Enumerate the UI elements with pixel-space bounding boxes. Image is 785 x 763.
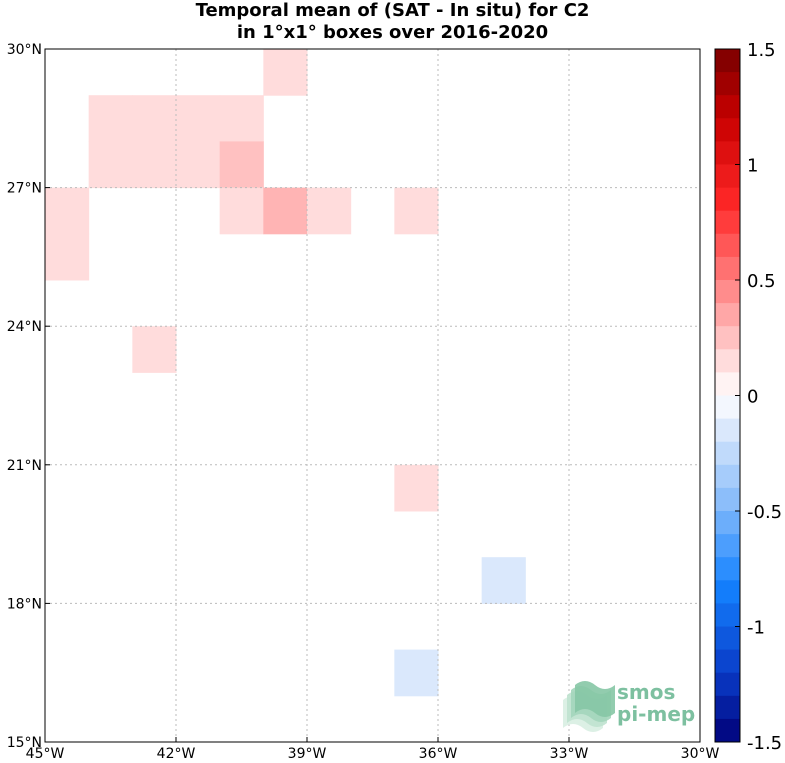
logo-line1: smos — [617, 680, 676, 704]
colorbar-level — [715, 649, 740, 674]
colorbar-level — [715, 718, 740, 743]
data-cell — [394, 464, 439, 512]
y-tick-label: 21°N — [7, 458, 42, 474]
chart-title: Temporal mean of (SAT - In situ) for C2 … — [0, 0, 785, 44]
colorbar-level — [715, 441, 740, 466]
x-tick-label: 39°W — [288, 746, 327, 762]
colorbar-tick-label: 1.5 — [747, 40, 776, 61]
grid-lines — [45, 49, 700, 742]
y-tick-label: 30°N — [7, 42, 42, 58]
colorbar-tick-label: 0.5 — [747, 271, 776, 292]
data-cell — [394, 187, 439, 235]
colorbar-level — [715, 303, 740, 327]
plot-frame — [44, 48, 701, 743]
colorbar-level — [715, 187, 740, 212]
colorbar-level — [715, 603, 740, 627]
y-tick-label: 27°N — [7, 181, 42, 197]
colorbar-level — [715, 672, 740, 697]
colorbar-tick-label: -0.5 — [747, 502, 782, 523]
colorbar-level — [715, 95, 740, 119]
colorbar-level — [715, 256, 740, 281]
x-tick-label: 36°W — [419, 746, 458, 762]
colorbar-level — [715, 326, 740, 350]
y-tick-label: 24°N — [7, 319, 42, 335]
colorbar: 1.5 1 0.5 0 -0.5 -1 -1.5 — [714, 40, 782, 754]
chart-title-line2: in 1°x1° boxes over 2016-2020 — [236, 22, 549, 43]
colorbar-level — [715, 118, 740, 142]
colorbar-level — [715, 557, 740, 581]
axes: 45°W 42°W 39°W 36°W 33°W 30°W 15°N 18°N 21°N 24°N… — [7, 42, 720, 762]
x-tick-label: 30°W — [681, 746, 720, 762]
data-cell — [45, 187, 90, 235]
colorbar-level — [715, 164, 740, 189]
data-cell — [219, 187, 264, 235]
y-tick-label: 15°N — [7, 735, 42, 751]
colorbar-level — [715, 395, 740, 420]
colorbar-level — [715, 580, 740, 604]
colorbar-level — [715, 695, 740, 720]
data-cells — [45, 49, 526, 697]
data-cell — [263, 49, 308, 96]
logo-line2: pi-mep — [617, 702, 696, 726]
x-tick-label: 45°W — [26, 746, 65, 762]
colorbar-level — [715, 233, 740, 258]
x-tick-label: 33°W — [550, 746, 589, 762]
colorbar-level — [715, 372, 740, 396]
colorbar-level — [715, 464, 740, 489]
smos-pimep-logo — [563, 681, 615, 732]
colorbar-level — [715, 418, 740, 443]
data-cell — [45, 233, 90, 281]
y-tick-label: 18°N — [7, 596, 42, 612]
data-cell — [176, 95, 221, 142]
data-cell — [394, 649, 439, 697]
data-cell — [219, 141, 264, 189]
colorbar-tick-label: 0 — [747, 387, 758, 408]
colorbar-level — [715, 626, 740, 651]
colorbar-level — [715, 141, 740, 165]
data-cell — [88, 95, 133, 142]
data-cell — [263, 187, 308, 235]
colorbar-level — [715, 511, 740, 535]
colorbar-level — [715, 72, 740, 96]
data-cell — [132, 141, 177, 189]
data-cell — [176, 141, 221, 189]
data-cell — [88, 141, 133, 189]
data-cell — [481, 557, 526, 604]
colorbar-level — [715, 280, 740, 304]
data-cell — [307, 187, 352, 235]
colorbar-level — [715, 210, 740, 235]
colorbar-level — [715, 534, 740, 558]
colorbar-level — [715, 349, 740, 373]
data-cell — [219, 95, 264, 142]
data-cell — [132, 95, 177, 142]
x-tick-label: 42°W — [157, 746, 196, 762]
colorbar-tick-label: 1 — [747, 156, 758, 177]
logo-wave-sheet — [575, 681, 615, 717]
chart-title-line1: Temporal mean of (SAT - In situ) for C2 — [195, 0, 590, 21]
colorbar-level — [715, 487, 740, 512]
colorbar-level — [715, 49, 740, 73]
data-cell — [132, 326, 177, 373]
colorbar-tick-label: -1 — [747, 618, 765, 639]
colorbar-tick-label: -1.5 — [747, 733, 782, 754]
logo-text: smos pi-mep — [617, 681, 695, 725]
